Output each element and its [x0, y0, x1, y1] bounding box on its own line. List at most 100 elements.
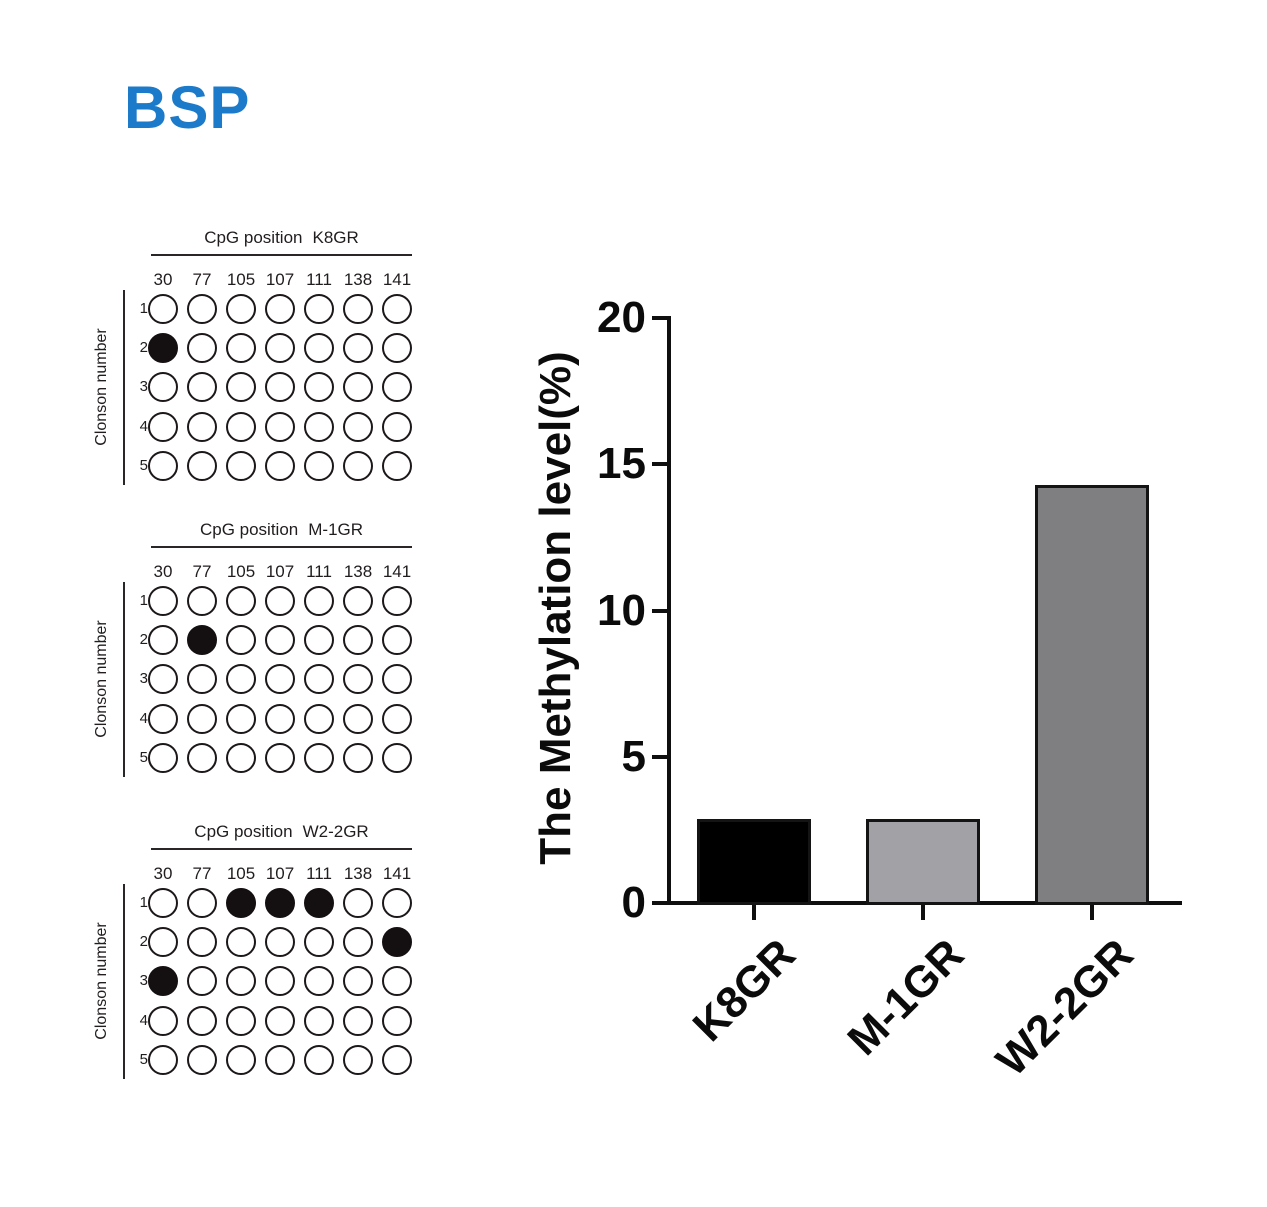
cpg-circle-open — [148, 586, 178, 616]
cpg-circle-methylated — [148, 333, 178, 364]
cpg-circle-open — [265, 450, 295, 481]
panel-title-underline — [151, 254, 412, 256]
clone-number-label: 4 — [139, 709, 148, 727]
cpg-circle-open — [382, 586, 412, 616]
cpg-circle-open — [304, 625, 334, 656]
y-axis-line — [667, 316, 671, 905]
cpg-circle-open — [187, 372, 217, 403]
cpg-circle-open — [187, 927, 217, 958]
cpg-circle-methylated — [382, 927, 412, 958]
cpg-circle-open — [226, 372, 256, 403]
cpg-circle-open — [187, 742, 217, 773]
cpg-circle-open — [148, 625, 178, 656]
cpg-circle-open — [343, 294, 373, 324]
cpg-circle-open — [187, 450, 217, 481]
cpg-circle-open — [148, 450, 178, 481]
clone-number-label: 5 — [139, 1050, 148, 1068]
cpg-position-label: 141 — [382, 270, 412, 289]
cpg-circle-open — [187, 586, 217, 616]
bar-w2-2gr — [1035, 485, 1149, 905]
x-tick-label: M-1GR — [838, 929, 974, 1065]
panel-title: CpG position K8GR — [151, 227, 412, 249]
cpg-circle-open — [343, 411, 373, 442]
cpg-circle-open — [382, 1005, 412, 1036]
cpg-circle-open — [187, 703, 217, 734]
cpg-circle-open — [304, 294, 334, 324]
cpg-circle-open — [304, 411, 334, 442]
cpg-circle-open — [226, 333, 256, 364]
cpg-circle-open — [343, 450, 373, 481]
cpg-panel-k8gr: CpG position K8GR 30 77 105 107 111 138 141 1 2 3 4 5… — [90, 228, 430, 503]
cpg-position-label: 107 — [265, 562, 295, 581]
cpg-circle-open — [226, 625, 256, 656]
cpg-circle-open — [343, 1005, 373, 1036]
cpg-circle-open — [343, 333, 373, 364]
cpg-position-label: 77 — [192, 562, 212, 581]
y-axis-tick — [652, 754, 667, 759]
cpg-panel-w2-2gr: CpG position W2-2GR 30 77 105 107 111 138 141 1 2 3… — [90, 822, 430, 1097]
clone-number-label: 1 — [139, 592, 148, 609]
cpg-circle-open — [226, 586, 256, 616]
y-tick-label: 20 — [597, 293, 646, 342]
cpg-circle-methylated — [148, 966, 178, 997]
cpg-circle-open — [304, 333, 334, 364]
cpg-circle-open — [304, 1005, 334, 1036]
cpg-circle-open — [187, 664, 217, 695]
cpg-circle-open — [148, 927, 178, 958]
cpg-circle-open — [304, 450, 334, 481]
cpg-position-label: 138 — [343, 562, 373, 581]
cpg-circle-open — [148, 411, 178, 442]
cpg-circle-open — [343, 966, 373, 997]
clone-number-label: 2 — [139, 631, 148, 649]
panel-title-prefix: CpG position — [194, 822, 293, 841]
cpg-circle-open — [148, 664, 178, 695]
cpg-position-label: 105 — [226, 864, 256, 883]
cpg-position-label: 77 — [192, 270, 212, 289]
figure-title: BSP — [124, 74, 251, 141]
panel-sample-name: W2-2GR — [302, 822, 369, 841]
clone-number-label: 3 — [139, 972, 148, 990]
clone-axis-label: Clonson number — [93, 922, 110, 1041]
cpg-circle-open — [265, 966, 295, 997]
cpg-circle-open — [382, 450, 412, 481]
cpg-circle-open — [265, 372, 295, 403]
clone-number-label: 5 — [139, 748, 148, 766]
cpg-position-label: 141 — [382, 864, 412, 883]
panel-sample-name: K8GR — [312, 228, 359, 247]
y-tick-label: 0 — [621, 878, 646, 927]
cpg-circle-open — [265, 294, 295, 324]
y-tick-label: 5 — [621, 731, 646, 781]
cpg-circle-open — [382, 294, 412, 324]
x-tick-label: W2-2GR — [986, 929, 1143, 1086]
cpg-circle-open — [187, 411, 217, 442]
cpg-circle-open — [148, 888, 178, 918]
cpg-position-label: 30 — [153, 864, 173, 883]
cpg-circle-open — [265, 1005, 295, 1036]
clone-number-label: 1 — [139, 894, 148, 911]
cpg-circle-open — [343, 664, 373, 695]
cpg-circle-open — [226, 703, 256, 734]
panel-title-underline — [151, 546, 412, 548]
bar-k8gr — [697, 819, 811, 905]
cpg-circle-open — [382, 742, 412, 773]
cpg-position-label: 30 — [153, 270, 173, 289]
cpg-circle-open — [226, 966, 256, 997]
cpg-circle-open — [265, 927, 295, 958]
cpg-position-label: 111 — [306, 270, 332, 289]
cpg-circle-open — [304, 966, 334, 997]
cpg-circle-open — [343, 1044, 373, 1075]
cpg-circle-open — [265, 411, 295, 442]
cpg-position-label: 111 — [306, 864, 332, 883]
panel-title-prefix: CpG position — [199, 520, 299, 539]
cpg-circle-open — [226, 1005, 256, 1036]
x-axis-tick — [752, 905, 756, 920]
panel-sample-name: M-1GR — [308, 520, 364, 539]
clone-axis-label: Clonson number — [93, 620, 110, 739]
cpg-panel-m-1gr: CpG position M-1GR 30 77 105 107 111 138 141 1 2 3 4… — [90, 520, 430, 795]
clone-axis-line — [123, 582, 125, 777]
cpg-circle-open — [343, 372, 373, 403]
cpg-circle-open — [187, 966, 217, 997]
cpg-circle-open — [304, 586, 334, 616]
panel-title: CpG position M-1GR — [151, 519, 412, 541]
